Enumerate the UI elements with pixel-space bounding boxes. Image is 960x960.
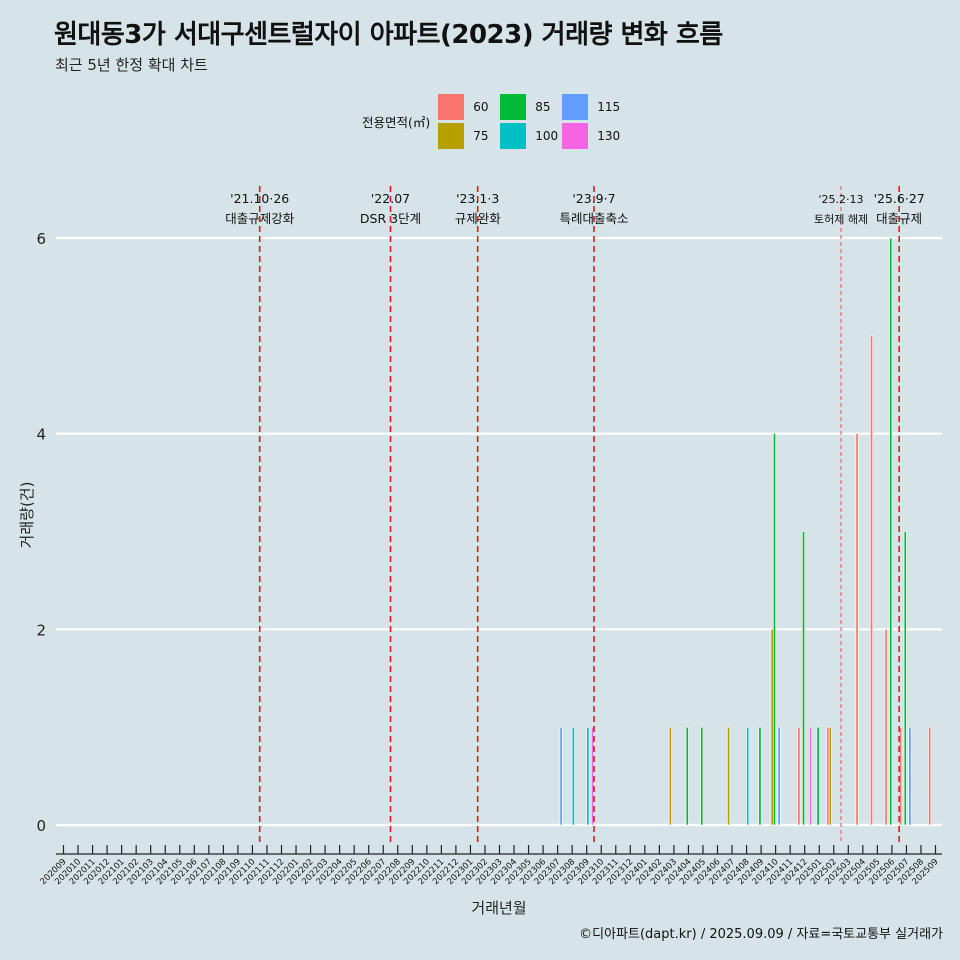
legend-swatch (438, 122, 465, 149)
bar (816, 726, 820, 826)
source-caption: ©디아파트(dapt.kr) / 2025.09.09 / 자료=국토교통부 실… (579, 927, 943, 942)
bar (903, 531, 907, 826)
legend-swatch (562, 93, 589, 120)
event-text-label: 특례대출축소 (559, 211, 628, 226)
bar (928, 726, 932, 826)
event-date-label: '25.2·13 (819, 193, 864, 206)
event-text-label: 규제완화 (455, 211, 502, 226)
legend-swatch (562, 122, 589, 149)
bar (727, 726, 731, 826)
legend-item-85: 85 (500, 92, 562, 121)
event-date-label: '21.10·26 (230, 191, 289, 206)
bar (908, 726, 912, 826)
legend-label: 130 (597, 128, 621, 143)
legend-title: 전용면적(㎡) (362, 114, 431, 130)
bar (746, 726, 750, 826)
chart-subtitle: 최근 5년 한정 확대 차트 (55, 56, 208, 74)
bar (668, 726, 672, 826)
legend-label: 100 (535, 128, 559, 143)
bar (802, 531, 806, 826)
bar (700, 726, 704, 826)
event-date-label: '23.1·3 (456, 191, 499, 206)
bar (559, 726, 563, 826)
chart-title: 원대동3가 서대구센트럴자이 아파트(2023) 거래량 변화 흐름 (54, 20, 723, 50)
event-date-label: '25.6·27 (874, 191, 925, 206)
bar (773, 433, 776, 826)
legend-grid: 60 75 85 100 115 130 (438, 92, 624, 150)
bar (855, 433, 859, 826)
y-tick-label: 6 (36, 230, 46, 248)
legend-label: 60 (473, 99, 489, 114)
legend-item-100: 100 (500, 121, 562, 150)
event-text-label: 대출규제강화 (225, 211, 295, 226)
x-axis-title: 거래년월 (471, 899, 526, 917)
y-tick-label: 2 (36, 621, 46, 639)
bar (758, 726, 762, 826)
legend-label: 75 (473, 128, 489, 143)
bar (777, 726, 781, 826)
y-tick-label: 0 (36, 817, 46, 835)
bar (889, 237, 893, 826)
legend-item-130: 130 (562, 121, 624, 150)
legend-label: 115 (597, 99, 621, 114)
legend-swatch (500, 122, 527, 149)
event-date-label: '22.07 (371, 191, 410, 206)
bar (809, 726, 812, 826)
y-tick-label: 4 (36, 426, 46, 444)
y-axis-title: 거래량(건) (18, 482, 36, 549)
legend: 전용면적(㎡) 60 75 85 100 115 130 (362, 92, 624, 150)
legend-item-115: 115 (562, 92, 624, 121)
event-text-label: DSR 3단계 (360, 211, 421, 226)
bar (828, 726, 832, 826)
legend-item-60: 60 (438, 92, 500, 121)
bar (826, 726, 830, 826)
bar (884, 629, 888, 826)
bar (770, 629, 774, 826)
event-date-label: '23.9·7 (572, 191, 615, 206)
bar (571, 726, 575, 826)
bar (870, 335, 874, 826)
bar (797, 726, 801, 826)
event-text-label: 대출규제 (876, 211, 922, 226)
legend-swatch (438, 93, 465, 120)
legend-label: 85 (535, 99, 551, 114)
bar (685, 726, 689, 826)
legend-item-75: 75 (438, 121, 500, 150)
bar (586, 726, 590, 826)
event-text-label: 토허제 해제 (814, 212, 868, 226)
legend-swatch (500, 93, 527, 120)
